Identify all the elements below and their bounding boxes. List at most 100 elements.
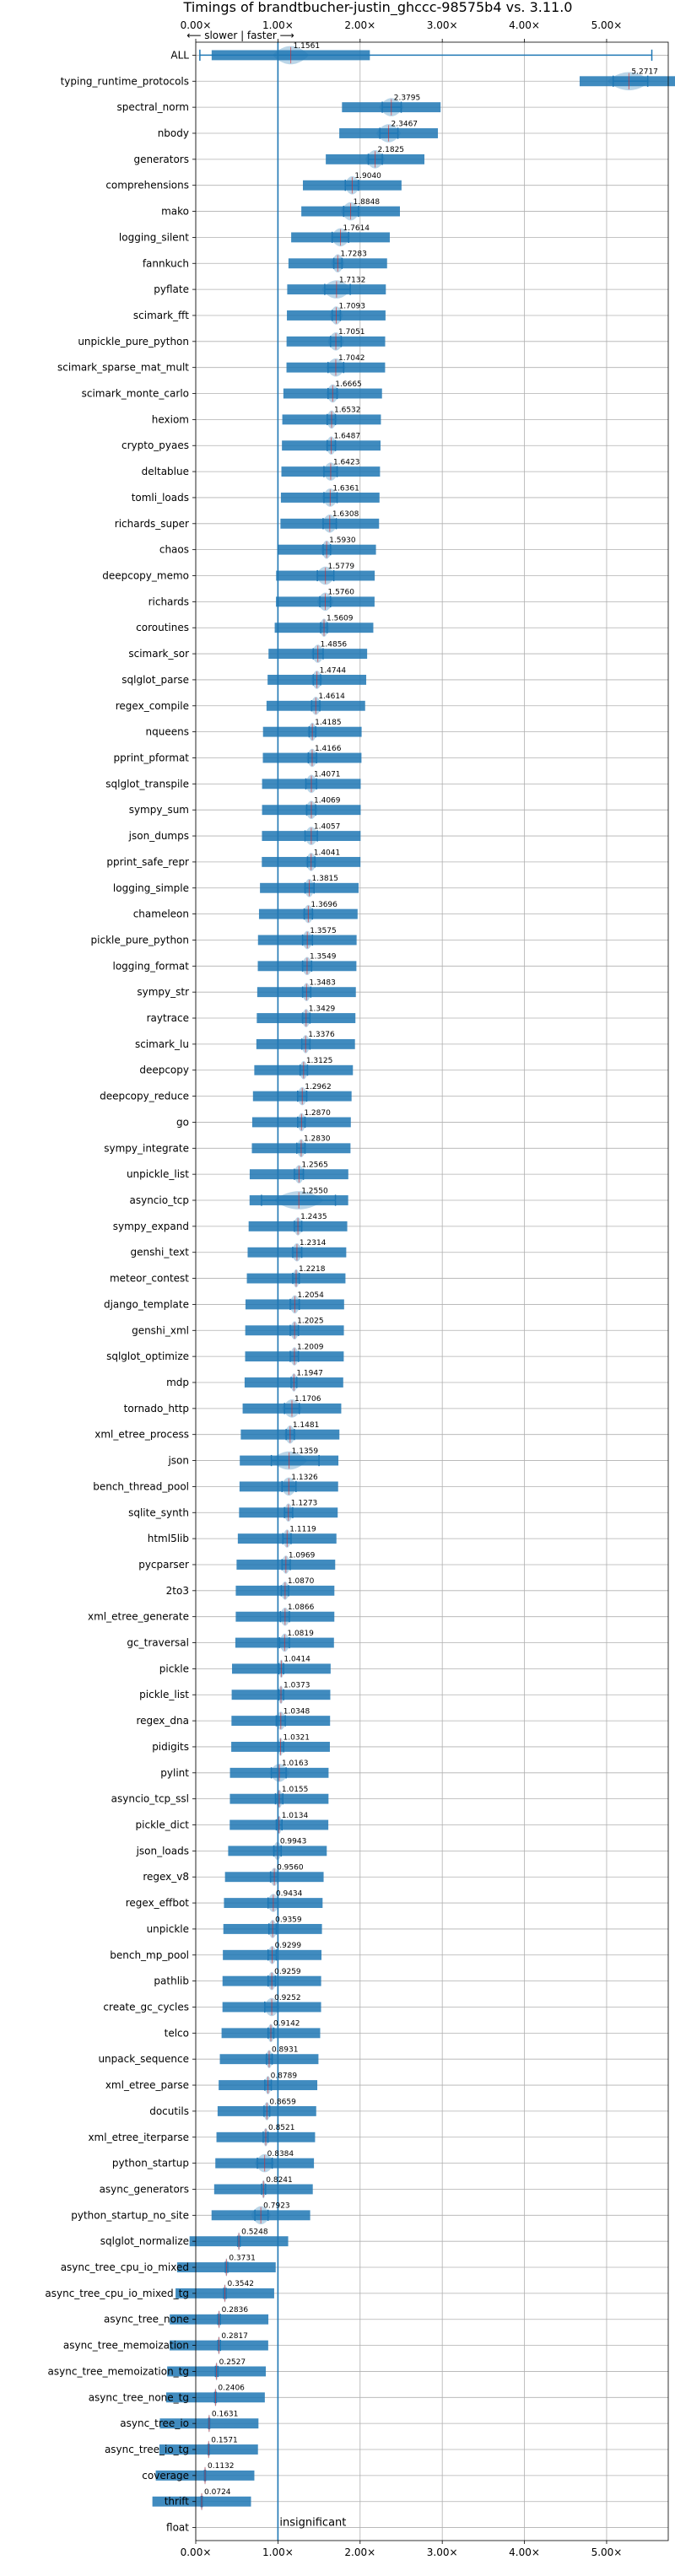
value-label: 0.7923 — [263, 2202, 290, 2211]
category-label: pickle_list — [139, 1689, 189, 1700]
value-label: 1.2550 — [301, 1187, 328, 1195]
value-label: 1.2435 — [300, 1213, 327, 1221]
value-label: 0.5248 — [241, 2228, 268, 2237]
category-label: generators — [133, 154, 189, 165]
value-label: 0.3542 — [227, 2280, 254, 2288]
category-label: coverage — [142, 2470, 189, 2482]
value-label: 0.9943 — [280, 1838, 307, 1846]
x-tick-label-top: 4.00× — [509, 19, 540, 31]
value-label: 1.6487 — [334, 433, 361, 441]
category-label: richards_super — [115, 518, 189, 530]
category-label: sympy_sum — [129, 804, 189, 816]
category-label: asyncio_tcp_ssl — [111, 1793, 189, 1805]
category-label: bench_thread_pool — [93, 1480, 189, 1492]
value-label: 1.7132 — [339, 276, 366, 284]
category-label: async_tree_memoization_tg — [48, 2365, 189, 2377]
value-label: 1.4057 — [314, 822, 341, 831]
value-label: 1.0155 — [282, 1786, 309, 1794]
category-label: unpickle_list — [127, 1168, 189, 1180]
category-label: hexiom — [152, 413, 189, 425]
category-label: asyncio_tcp — [129, 1194, 189, 1206]
value-label: 1.1481 — [293, 1421, 320, 1430]
value-label: 1.3815 — [312, 875, 339, 883]
labels-layer: ALL 1.1561 typing_runtime_protocols 5.2717 s… — [45, 42, 658, 2534]
category-label: pidigits — [152, 1741, 189, 1753]
plot-frame — [195, 41, 669, 2541]
value-label: 1.4071 — [314, 771, 341, 779]
category-label: scimark_lu — [135, 1038, 189, 1050]
category-label: async_generators — [100, 2183, 189, 2195]
value-label: 1.7051 — [338, 328, 365, 337]
category-label: async_tree_cpu_io_mixed_tg — [45, 2288, 189, 2299]
category-label: python_startup — [112, 2158, 189, 2169]
value-label: 1.0163 — [282, 1760, 309, 1768]
category-label: logging_simple — [113, 882, 189, 894]
value-label: 1.6423 — [333, 458, 360, 466]
category-label: typing_runtime_protocols — [61, 75, 189, 87]
category-label: html5lib — [148, 1533, 189, 1544]
category-label: xml_etree_process — [94, 1429, 189, 1441]
category-label: sympy_integrate — [104, 1142, 189, 1154]
category-label: spectral_norm — [116, 101, 189, 113]
chart-title: Timings of brandtbucher-justin_ghccc-985… — [183, 0, 573, 16]
value-label: 1.0134 — [282, 1812, 309, 1820]
value-label: 1.3549 — [310, 953, 337, 962]
value-label: 1.2830 — [304, 1135, 331, 1144]
axes-layer: 0.00× 0.00× 1.00× 1.00× 2.00× 2.00× 3.00× 3.00×… — [181, 19, 669, 2558]
value-label: 1.7093 — [338, 302, 365, 310]
value-label: 1.4041 — [314, 849, 341, 857]
category-label: nqueens — [146, 726, 189, 738]
value-label: 1.1326 — [291, 1474, 318, 1482]
value-label: 1.4744 — [320, 666, 347, 675]
quartile-box — [579, 76, 675, 87]
direction-annotation: ⟵ slower | faster ⟶ — [186, 30, 294, 41]
value-label: 1.0969 — [289, 1551, 316, 1560]
category-label: chameleon — [133, 908, 189, 920]
category-label: tomli_loads — [132, 492, 189, 504]
value-label: 1.2009 — [297, 1343, 324, 1351]
value-label: 0.9259 — [274, 1968, 301, 1976]
value-label: 1.7283 — [340, 251, 367, 259]
value-label: 1.0348 — [284, 1707, 310, 1716]
category-label: tornado_http — [124, 1403, 189, 1415]
category-label: genshi_text — [131, 1247, 190, 1258]
value-label: 0.9299 — [275, 1942, 302, 1950]
value-label: 0.9142 — [273, 2020, 300, 2029]
value-label: 1.3575 — [310, 927, 337, 935]
value-label: 0.3731 — [229, 2254, 256, 2262]
category-label: nbody — [158, 127, 189, 139]
value-label: 0.2406 — [218, 2385, 245, 2393]
value-label: 0.9252 — [274, 1994, 301, 2002]
value-label: 1.1119 — [289, 1525, 316, 1533]
value-label: 2.3795 — [394, 94, 421, 102]
category-label: chaos — [159, 544, 189, 556]
value-label: 1.2025 — [297, 1318, 324, 1326]
value-label: 1.7042 — [338, 354, 365, 363]
value-label: 1.2314 — [300, 1239, 327, 1248]
value-label: 1.4185 — [315, 719, 342, 727]
category-label: sqlglot_parse — [122, 674, 189, 686]
category-label: sqlglot_normalize — [100, 2235, 189, 2247]
category-label: pickle_dict — [136, 1819, 190, 1831]
category-label: xml_etree_parse — [105, 2079, 189, 2091]
category-label: scimark_fft — [133, 310, 189, 321]
value-label: 1.7614 — [343, 224, 370, 233]
value-label: 1.8848 — [354, 198, 381, 207]
category-label: scimark_monte_carlo — [82, 388, 189, 400]
x-tick-label-top: 0.00× — [181, 19, 212, 31]
value-label: 1.6308 — [332, 510, 359, 519]
category-label: pprint_safe_repr — [106, 856, 189, 868]
value-label: 1.5779 — [328, 563, 355, 571]
value-label: 0.8241 — [266, 2176, 293, 2185]
category-label: regex_compile — [116, 700, 189, 712]
value-label: 1.1706 — [294, 1395, 321, 1404]
category-label: go — [176, 1116, 189, 1128]
category-label: sqlite_synth — [128, 1506, 189, 1518]
category-label: deepcopy_reduce — [100, 1091, 189, 1102]
value-label: 5.2717 — [631, 68, 658, 77]
category-label: sqlglot_optimize — [106, 1350, 189, 1362]
value-label: 1.2218 — [299, 1265, 326, 1274]
category-label: ALL — [170, 49, 189, 61]
